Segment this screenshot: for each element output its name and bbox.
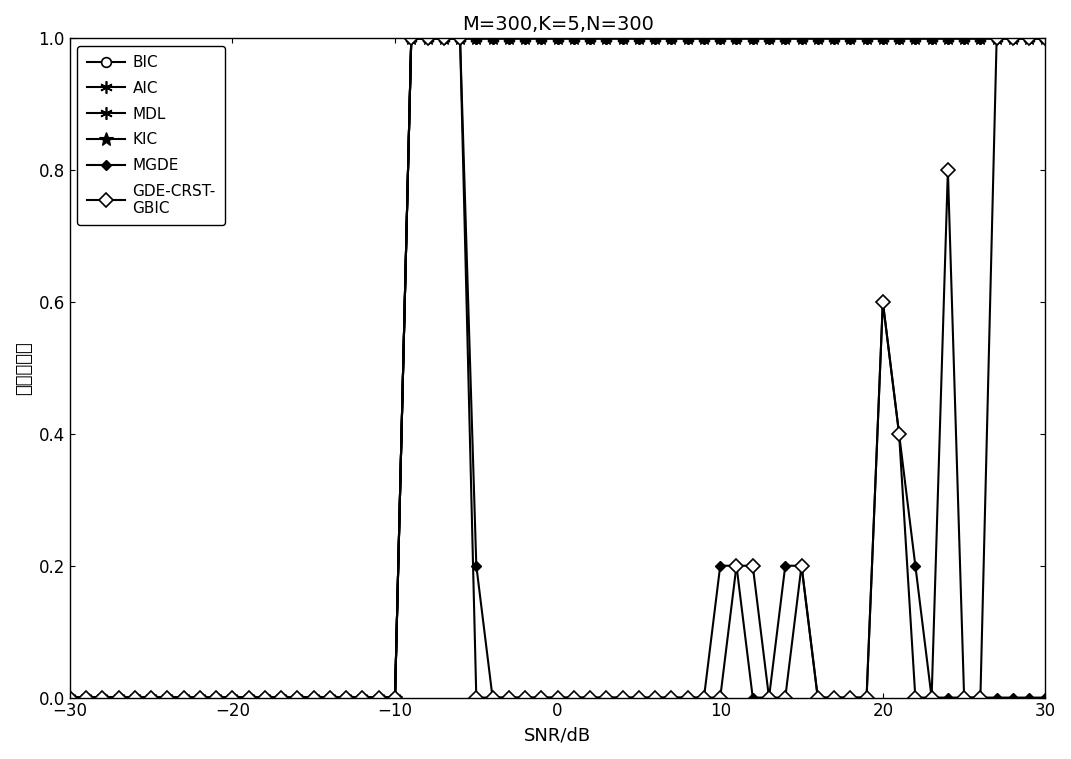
- MGDE: [1039, 693, 1052, 702]
- KIC: [405, 34, 418, 43]
- MDL: [291, 693, 304, 702]
- MDL: [600, 34, 613, 43]
- MDL: [925, 34, 938, 43]
- MDL: [1039, 34, 1052, 43]
- MDL: [405, 34, 418, 43]
- AIC: [291, 693, 304, 702]
- Legend: BIC, AIC, MDL, KIC, MGDE, GDE-CRST-
GBIC: BIC, AIC, MDL, KIC, MGDE, GDE-CRST- GBIC: [77, 46, 225, 225]
- Line: GDE-CRST-
GBIC: GDE-CRST- GBIC: [65, 33, 1051, 702]
- BIC: [291, 693, 304, 702]
- KIC: [63, 693, 76, 702]
- MGDE: [63, 693, 76, 702]
- KIC: [421, 34, 434, 43]
- GDE-CRST-
GBIC: [421, 34, 434, 43]
- MDL: [258, 693, 271, 702]
- BIC: [925, 34, 938, 43]
- AIC: [925, 34, 938, 43]
- MGDE: [291, 693, 304, 702]
- KIC: [291, 693, 304, 702]
- BIC: [600, 34, 613, 43]
- AIC: [421, 34, 434, 43]
- Line: MGDE: MGDE: [66, 35, 1049, 701]
- BIC: [665, 34, 678, 43]
- MGDE: [665, 693, 678, 702]
- BIC: [405, 34, 418, 43]
- KIC: [925, 34, 938, 43]
- GDE-CRST-
GBIC: [665, 693, 678, 702]
- GDE-CRST-
GBIC: [63, 693, 76, 702]
- GDE-CRST-
GBIC: [925, 693, 938, 702]
- AIC: [665, 34, 678, 43]
- AIC: [63, 693, 76, 702]
- Title: M=300,K=5,N=300: M=300,K=5,N=300: [462, 15, 653, 34]
- BIC: [258, 693, 271, 702]
- GDE-CRST-
GBIC: [600, 693, 613, 702]
- MDL: [63, 693, 76, 702]
- GDE-CRST-
GBIC: [1039, 34, 1052, 43]
- KIC: [665, 34, 678, 43]
- GDE-CRST-
GBIC: [291, 693, 304, 702]
- BIC: [1039, 34, 1052, 43]
- BIC: [421, 34, 434, 43]
- AIC: [405, 34, 418, 43]
- KIC: [1039, 34, 1052, 43]
- GDE-CRST-
GBIC: [405, 34, 418, 43]
- Y-axis label: 估计准确率: 估计准确率: [15, 341, 33, 395]
- GDE-CRST-
GBIC: [258, 693, 271, 702]
- MGDE: [405, 34, 418, 43]
- X-axis label: SNR/dB: SNR/dB: [524, 726, 591, 744]
- MDL: [665, 34, 678, 43]
- MGDE: [258, 693, 271, 702]
- MGDE: [421, 34, 434, 43]
- BIC: [63, 693, 76, 702]
- KIC: [600, 34, 613, 43]
- MDL: [421, 34, 434, 43]
- Line: KIC: KIC: [63, 31, 1053, 704]
- KIC: [258, 693, 271, 702]
- Line: BIC: BIC: [65, 33, 1051, 702]
- AIC: [600, 34, 613, 43]
- AIC: [258, 693, 271, 702]
- MGDE: [925, 693, 938, 702]
- Line: AIC: AIC: [63, 32, 1052, 704]
- Line: MDL: MDL: [63, 32, 1052, 704]
- MGDE: [600, 693, 613, 702]
- AIC: [1039, 34, 1052, 43]
